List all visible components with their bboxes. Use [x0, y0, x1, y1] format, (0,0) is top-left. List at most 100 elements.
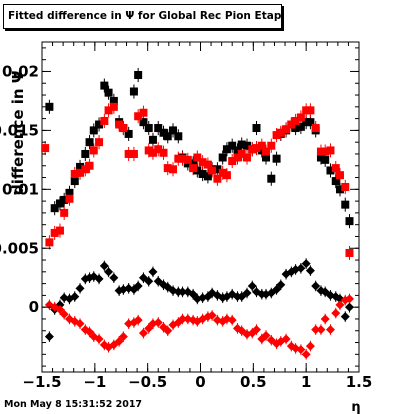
- data-point-square: [248, 145, 257, 154]
- data-point-square: [321, 147, 330, 156]
- data-point-square: [282, 125, 291, 134]
- data-point-square: [335, 185, 344, 194]
- data-point-diamond: [331, 308, 341, 318]
- data-point-square: [242, 141, 251, 150]
- data-point-diamond: [138, 328, 148, 338]
- data-point-square: [159, 128, 168, 137]
- y-tick-label: 0.015: [0, 121, 39, 139]
- data-point-square: [193, 166, 202, 175]
- data-point-diamond: [59, 309, 69, 319]
- data-point-square: [326, 166, 335, 175]
- data-point-square: [76, 168, 85, 177]
- data-point-square: [208, 166, 217, 175]
- data-point-diamond: [261, 330, 271, 340]
- data-point-diamond: [344, 302, 354, 312]
- data-point-diamond: [301, 259, 311, 269]
- data-point-diamond: [94, 334, 104, 344]
- data-point-square: [267, 174, 276, 183]
- x-tick-label: 1.5: [346, 373, 373, 391]
- data-point-diamond: [144, 276, 154, 286]
- data-point-square: [233, 153, 242, 162]
- data-point-square: [104, 106, 113, 115]
- data-point-square: [183, 155, 192, 164]
- data-point-square: [276, 128, 285, 137]
- data-point-diamond: [252, 325, 262, 335]
- data-point-square: [95, 120, 104, 129]
- data-point-square: [159, 148, 168, 157]
- data-point-square: [89, 126, 98, 135]
- data-point-square: [252, 124, 261, 133]
- chart-title: Fitted difference in Ψ for Global Rec Pi…: [3, 4, 282, 29]
- data-point-square: [60, 208, 69, 217]
- data-point-square: [189, 159, 198, 168]
- data-point-square: [144, 146, 153, 155]
- data-point-square: [41, 144, 50, 153]
- x-tick-label: 1: [301, 373, 311, 391]
- data-point-square: [296, 113, 305, 122]
- data-point-square: [134, 71, 143, 79]
- data-point-square: [174, 154, 183, 163]
- x-tick-label: −1.5: [22, 373, 61, 391]
- data-point-diamond: [281, 334, 291, 344]
- data-point-diamond: [325, 325, 335, 335]
- data-point-square: [326, 146, 335, 155]
- data-point-square: [124, 129, 133, 138]
- data-point-diamond: [207, 310, 217, 320]
- data-point-diamond: [301, 349, 311, 359]
- data-point-square: [233, 146, 242, 155]
- data-point-square: [302, 106, 311, 115]
- data-point-diamond: [133, 281, 143, 291]
- data-point-square: [154, 145, 163, 154]
- data-point-square: [291, 124, 300, 133]
- data-point-square: [335, 171, 344, 180]
- data-point-square: [129, 149, 138, 158]
- data-point-square: [139, 108, 148, 117]
- data-point-square: [85, 161, 94, 170]
- data-point-square: [139, 118, 148, 127]
- data-point-square: [345, 248, 354, 257]
- data-point-square: [331, 177, 340, 186]
- data-point-square: [237, 140, 246, 149]
- data-point-square: [222, 145, 231, 154]
- data-point-diamond: [305, 266, 315, 276]
- data-point-diamond: [163, 326, 173, 336]
- data-point-square: [228, 141, 237, 150]
- data-point-diamond: [148, 267, 158, 277]
- data-point-square: [267, 141, 276, 150]
- y-tick-label: 0.005: [0, 239, 39, 257]
- data-point-square: [222, 171, 231, 180]
- data-point-diamond: [153, 318, 163, 327]
- data-point-square: [213, 165, 222, 174]
- data-point-square: [228, 157, 237, 166]
- data-point-diamond: [335, 300, 345, 310]
- x-tick-label: 0.5: [240, 373, 267, 391]
- data-point-square: [242, 153, 251, 162]
- data-point-square: [65, 188, 74, 197]
- data-point-square: [45, 238, 54, 247]
- data-point-square: [218, 153, 227, 162]
- data-point-diamond: [316, 325, 326, 335]
- data-point-square: [148, 148, 157, 157]
- x-tick-label: −1: [83, 373, 106, 391]
- data-point-diamond: [227, 315, 237, 325]
- data-point-square: [237, 149, 246, 158]
- data-point-square: [81, 165, 90, 174]
- data-point-square: [60, 195, 69, 204]
- data-point-square: [302, 118, 311, 127]
- data-point-square: [316, 153, 325, 162]
- data-point-square: [262, 147, 271, 156]
- data-point-square: [169, 126, 178, 135]
- data-point-square: [169, 165, 178, 174]
- data-point-square: [154, 124, 163, 133]
- data-point-square: [193, 153, 202, 162]
- data-point-square: [257, 141, 266, 150]
- data-point-square: [203, 160, 212, 169]
- data-point-diamond: [178, 287, 188, 297]
- data-point-square: [50, 204, 59, 213]
- data-point-diamond: [311, 281, 321, 291]
- data-point-square: [331, 164, 340, 173]
- data-point-square: [148, 135, 157, 144]
- data-point-square: [174, 132, 183, 141]
